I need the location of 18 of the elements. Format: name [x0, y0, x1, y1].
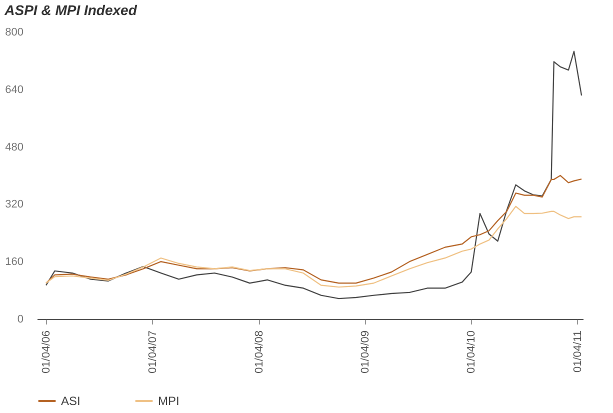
y-tick-label: 0: [17, 314, 24, 326]
chart-title: ASPI & MPI Indexed: [4, 2, 138, 18]
x-tick-label: 01/04/07: [146, 330, 159, 374]
x-tick-label: 01/04/09: [360, 330, 372, 374]
x-tick-label: 01/04/11: [572, 330, 584, 373]
legend-label: MPI: [158, 394, 180, 408]
y-tick-label: 320: [5, 198, 24, 211]
line-series: [45, 174, 582, 284]
y-tick-label: 640: [5, 84, 24, 96]
x-tick-label: 01/04/10: [466, 330, 478, 374]
y-tick-label: 480: [5, 141, 24, 154]
y-tick-label: 160: [5, 256, 24, 268]
y-tick-label: 800: [5, 26, 24, 38]
x-tick-label: 01/04/08: [253, 330, 266, 374]
legend-label: ASI: [61, 394, 80, 408]
line-series: [45, 50, 582, 300]
x-tick-label: 01/04/06: [40, 330, 53, 374]
line-series: [45, 206, 582, 288]
